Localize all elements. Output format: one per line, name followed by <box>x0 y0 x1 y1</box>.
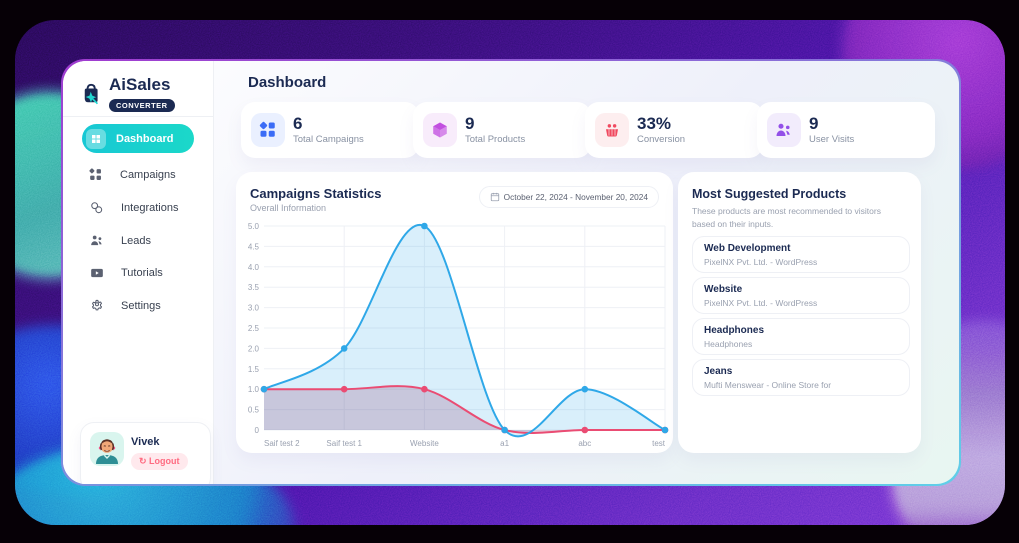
svg-text:5.0: 5.0 <box>248 222 260 231</box>
svg-text:2.5: 2.5 <box>248 324 260 333</box>
svg-text:3.0: 3.0 <box>248 304 260 313</box>
svg-text:1.0: 1.0 <box>248 385 260 394</box>
svg-text:2.0: 2.0 <box>248 344 260 353</box>
svg-text:4.0: 4.0 <box>248 263 260 272</box>
svg-text:abc: abc <box>578 439 591 448</box>
svg-text:0.5: 0.5 <box>248 406 260 415</box>
svg-text:Saif test 2: Saif test 2 <box>264 439 300 448</box>
svg-text:Website: Website <box>410 439 439 448</box>
svg-text:test: test <box>652 439 666 448</box>
svg-text:1.5: 1.5 <box>248 365 260 374</box>
svg-text:4.5: 4.5 <box>248 242 260 251</box>
svg-text:a1: a1 <box>500 439 509 448</box>
svg-text:0: 0 <box>255 426 260 435</box>
svg-text:Saif test 1: Saif test 1 <box>326 439 362 448</box>
svg-text:3.5: 3.5 <box>248 283 260 292</box>
